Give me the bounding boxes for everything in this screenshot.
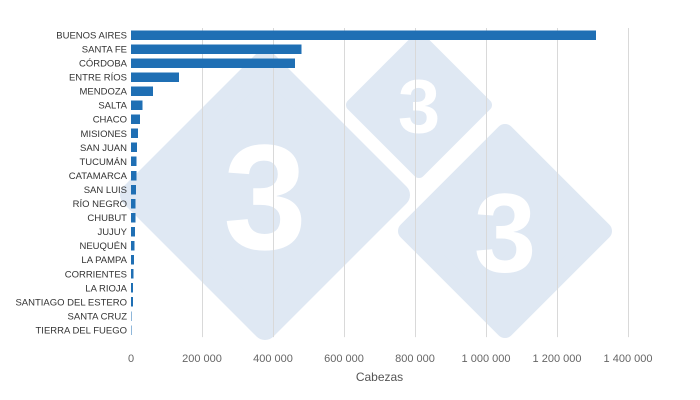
bar bbox=[131, 269, 134, 279]
bar bbox=[131, 128, 138, 139]
bar bbox=[131, 297, 133, 307]
category-label: CORRIENTES bbox=[65, 269, 127, 280]
bar bbox=[131, 311, 132, 321]
bar bbox=[131, 100, 143, 111]
bars bbox=[131, 30, 597, 335]
watermark-text: 3 bbox=[474, 170, 536, 295]
bar bbox=[131, 114, 141, 125]
x-tick-label: 800 000 bbox=[395, 353, 435, 365]
bar bbox=[131, 142, 138, 153]
category-label: MISIONES bbox=[81, 129, 127, 140]
category-label: CÓRDOBA bbox=[79, 59, 128, 70]
bar bbox=[131, 156, 137, 167]
grid-lines bbox=[202, 28, 629, 338]
bar bbox=[131, 44, 302, 54]
category-label: CHACO bbox=[93, 115, 127, 126]
bar bbox=[131, 212, 136, 223]
category-label: ENTRE RÍOS bbox=[69, 73, 127, 84]
watermark-logo: 333 bbox=[120, 32, 612, 340]
x-tick-label: 400 000 bbox=[253, 353, 293, 365]
category-label: LA RIOJA bbox=[85, 283, 127, 294]
watermark-tile: 3 bbox=[398, 124, 612, 338]
bar bbox=[131, 255, 135, 265]
category-label: SAN LUIS bbox=[84, 185, 127, 196]
x-tick-label: 1 400 000 bbox=[604, 353, 653, 365]
category-label: BUENOS AIRES bbox=[56, 30, 127, 41]
category-label: CATAMARCA bbox=[69, 171, 128, 182]
category-label: TIERRA DEL FUEGO bbox=[36, 325, 128, 336]
x-tick-label: 0 bbox=[128, 353, 134, 365]
bar bbox=[131, 226, 135, 237]
category-labels: BUENOS AIRES SANTA FE CÓRDOBA ENTRE RÍOS MEN… bbox=[15, 30, 127, 336]
category-label: SANTA CRUZ bbox=[68, 311, 128, 322]
x-tick-label: 1 000 000 bbox=[462, 353, 511, 365]
bar bbox=[131, 30, 597, 40]
category-label: TUCUMÁN bbox=[80, 157, 128, 168]
bar bbox=[131, 86, 154, 96]
bar bbox=[131, 241, 135, 251]
watermark-tile: 3 bbox=[120, 50, 410, 340]
bar bbox=[131, 325, 132, 335]
bar bbox=[131, 170, 137, 181]
x-tick-label: 200 000 bbox=[182, 353, 222, 365]
x-tick-label: 600 000 bbox=[324, 353, 364, 365]
watermark-tile: 3 bbox=[346, 32, 492, 178]
category-label: SANTIAGO DEL ESTERO bbox=[15, 297, 127, 308]
watermark-text: 3 bbox=[398, 64, 440, 149]
category-label: SALTA bbox=[98, 101, 127, 112]
category-label: NEUQUÉN bbox=[79, 241, 127, 252]
category-label: CHUBUT bbox=[87, 213, 127, 224]
category-label: LA PAMPA bbox=[81, 255, 127, 266]
bar bbox=[131, 283, 134, 293]
bar bbox=[131, 198, 136, 209]
category-label: JUJUY bbox=[97, 227, 127, 238]
x-axis-tick-labels: 0 200 000 400 000 600 000 800 000 1 000 000 1 … bbox=[128, 353, 653, 365]
category-label: RÍO NEGRO bbox=[73, 199, 127, 210]
bar bbox=[131, 58, 296, 68]
watermark-text: 3 bbox=[223, 113, 306, 281]
bar bbox=[131, 184, 136, 195]
bar bbox=[131, 72, 179, 82]
x-tick-label: 1 200 000 bbox=[533, 353, 582, 365]
category-label: SANTA FE bbox=[82, 44, 127, 55]
category-label: SAN JUAN bbox=[80, 143, 127, 154]
category-label: MENDOZA bbox=[80, 87, 128, 98]
x-axis-title: Cabezas bbox=[356, 370, 403, 384]
